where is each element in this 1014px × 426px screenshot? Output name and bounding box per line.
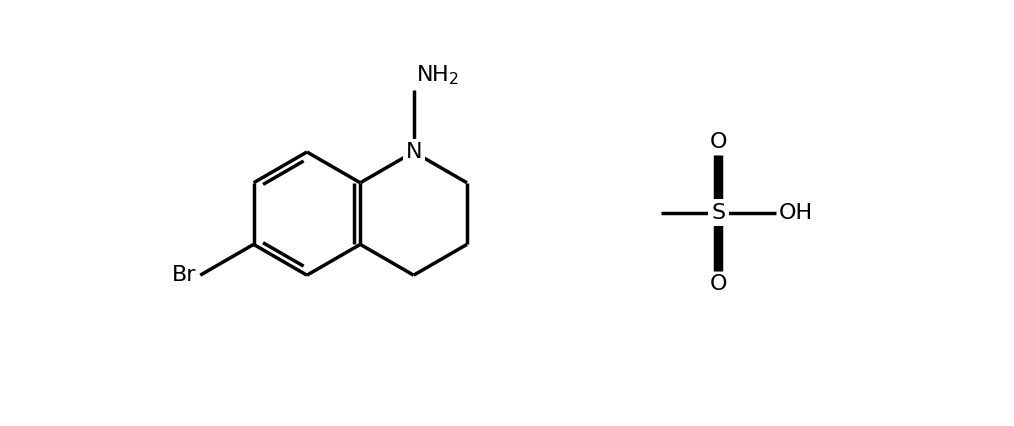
Text: O: O	[710, 273, 727, 294]
Text: OH: OH	[779, 203, 812, 223]
Text: NH$_2$: NH$_2$	[416, 63, 459, 86]
Text: N: N	[406, 142, 422, 162]
Text: S: S	[711, 203, 725, 223]
Text: O: O	[710, 132, 727, 152]
Text: Br: Br	[172, 265, 197, 285]
